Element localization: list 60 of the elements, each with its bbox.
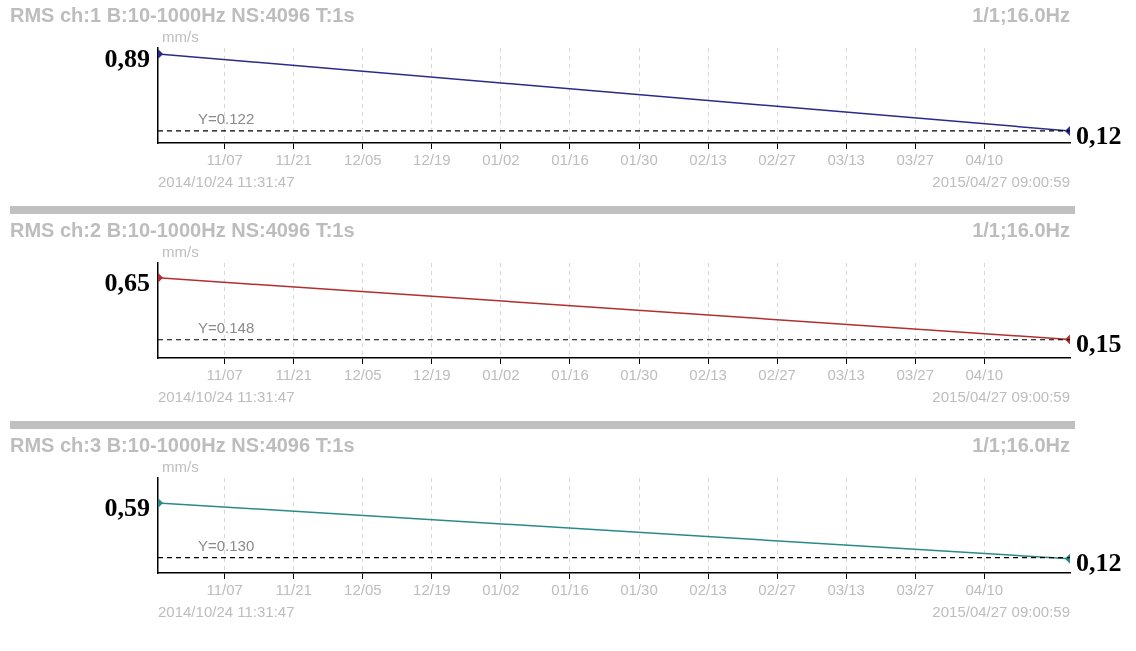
data-label: 0,59 bbox=[104, 492, 150, 522]
x-tick-label: 12/19 bbox=[413, 366, 451, 384]
chart-subtitle: 1/1;16.0Hz bbox=[972, 4, 1070, 26]
x-tick-label: 02/13 bbox=[689, 151, 727, 169]
data-label: 0,12 bbox=[1076, 120, 1122, 150]
data-label: 0,65 bbox=[104, 267, 150, 297]
x-tick-label: 03/27 bbox=[896, 151, 935, 169]
text: 2014/10/24 11:31:47 bbox=[158, 173, 295, 190]
x-tick-label: 01/30 bbox=[620, 581, 658, 599]
x-tick-label: 12/19 bbox=[413, 151, 451, 169]
x-tick-label: 01/02 bbox=[482, 151, 520, 169]
x-tick-label: 03/27 bbox=[896, 581, 935, 599]
text: 2015/04/27 09:00:59 bbox=[932, 173, 1070, 190]
x-tick-label: 11/21 bbox=[275, 151, 312, 169]
y-axis-title: mm/s bbox=[162, 28, 199, 45]
x-tick-label: 01/02 bbox=[482, 366, 520, 384]
x-tick-label: 02/27 bbox=[758, 366, 796, 384]
chart-subtitle: 1/1;16.0Hz bbox=[972, 219, 1070, 241]
x-tick-label: 12/05 bbox=[344, 366, 382, 384]
x-tick-label: 03/13 bbox=[827, 366, 865, 384]
x-tick-label: 11/21 bbox=[275, 366, 312, 384]
x-tick-label: 01/02 bbox=[482, 581, 520, 599]
x-tick-label: 02/13 bbox=[689, 366, 727, 384]
ref-line-label: Y=0.148 bbox=[198, 319, 255, 337]
chart-title: RMS ch:1 B:10-1000Hz NS:4096 T:1s bbox=[10, 4, 355, 26]
chart-title: RMS ch:2 B:10-1000Hz NS:4096 T:1s bbox=[10, 219, 355, 241]
x-tick-label: 04/10 bbox=[965, 151, 1004, 169]
chart-title: RMS ch:3 B:10-1000Hz NS:4096 T:1s bbox=[10, 434, 355, 456]
x-tick-label: 12/05 bbox=[344, 581, 382, 599]
x-tick-label: 04/10 bbox=[965, 581, 1004, 599]
y-axis-title: mm/s bbox=[162, 243, 199, 260]
x-tick-label: 12/05 bbox=[344, 151, 382, 169]
x-tick-label: 11/07 bbox=[206, 366, 243, 384]
x-tick-label: 01/16 bbox=[551, 151, 589, 169]
x-tick-label: 02/13 bbox=[689, 581, 727, 599]
x-tick-label: 11/07 bbox=[206, 581, 243, 599]
ref-line-label: Y=0.122 bbox=[198, 110, 255, 128]
x-tick-label: 02/27 bbox=[758, 151, 796, 169]
x-tick-label: 01/30 bbox=[620, 366, 658, 384]
x-tick-label: 01/16 bbox=[551, 581, 589, 599]
x-tick-label: 11/07 bbox=[206, 151, 243, 169]
x-tick-label: 01/30 bbox=[620, 151, 658, 169]
x-tick-label: 03/27 bbox=[896, 366, 935, 384]
x-tick-label: 01/16 bbox=[551, 366, 589, 384]
x-tick-label: 03/13 bbox=[827, 581, 865, 599]
text: 2014/10/24 11:31:47 bbox=[158, 603, 295, 620]
text: 2014/10/24 11:31:47 bbox=[158, 388, 295, 405]
x-tick-label: 11/21 bbox=[275, 581, 312, 599]
ref-line-label: Y=0.130 bbox=[198, 537, 255, 555]
x-tick-label: 12/19 bbox=[413, 581, 451, 599]
x-tick-label: 03/13 bbox=[827, 151, 865, 169]
text: 2015/04/27 09:00:59 bbox=[932, 388, 1070, 405]
x-tick-label: 02/27 bbox=[758, 581, 796, 599]
data-label: 0,15 bbox=[1076, 329, 1122, 359]
y-axis-title: mm/s bbox=[162, 458, 199, 475]
x-tick-label: 04/10 bbox=[965, 366, 1004, 384]
data-label: 0,12 bbox=[1076, 548, 1122, 578]
chart-subtitle: 1/1;16.0Hz bbox=[972, 434, 1070, 456]
text: 2015/04/27 09:00:59 bbox=[932, 603, 1070, 620]
data-label: 0,89 bbox=[104, 43, 150, 73]
